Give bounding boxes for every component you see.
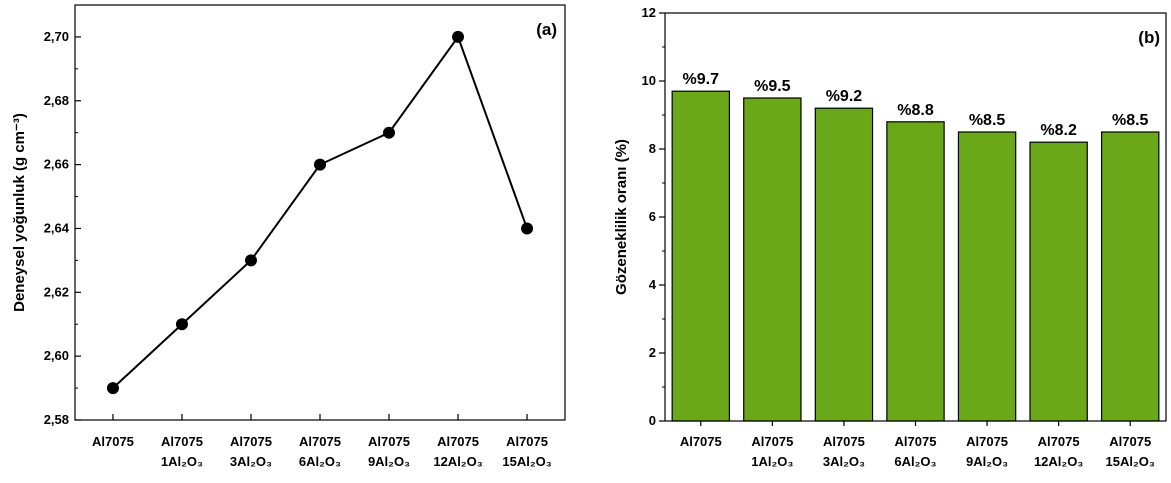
chart-b-x-tick-label-line1: Al7075 (751, 434, 793, 449)
chart-b-bars (671, 90, 1160, 422)
chart-b-y-tick-label: 8 (649, 141, 656, 156)
density-point (106, 382, 119, 395)
porosity-data-label: %9.5 (754, 78, 791, 95)
chart-b-data-labels: %9.7 %9.5 %9.2 %8.8 %8.5 %8.2 %8.5 (683, 71, 1149, 139)
porosity-data-label: %9.7 (683, 71, 720, 88)
porosity-bar (1100, 131, 1160, 422)
porosity-data-label: %8.8 (897, 102, 934, 119)
chart-b-x-tick-label-line1: Al7075 (680, 434, 722, 449)
porosity-data-label: %8.5 (969, 112, 1006, 129)
chart-a-x-tick-label-line2: 1Al₂O₃ (161, 454, 203, 469)
porosity-bar (1029, 141, 1088, 422)
chart-a-x-tick-label-line1: Al7075 (437, 434, 479, 449)
porosity-bar-chart: %9.7 %9.5 %9.2 %8.8 %8.5 %8.2 %8.5 0 2 4 6 8 10 12 A… (613, 5, 1167, 469)
chart-b-y-tick-label: 4 (649, 277, 657, 292)
density-point (521, 222, 534, 235)
density-point (175, 318, 188, 331)
chart-b-y-tick-label: 6 (649, 209, 656, 224)
porosity-bar (743, 97, 802, 422)
chart-a-x-tick-label-line2: 9Al₂O₃ (368, 454, 410, 469)
density-point (314, 158, 326, 171)
chart-b-x-tick-label-line1: Al7075 (1038, 434, 1080, 449)
chart-a-x-tick-label-line2: 12Al₂O₃ (433, 454, 482, 469)
density-point (452, 30, 465, 43)
chart-b-x-tick-label-line2: 12Al₂O₃ (1034, 454, 1083, 469)
chart-a-x-ticks: Al7075 Al7075 1Al₂O₃ Al7075 3Al₂O₃ Al7075 6Al₂… (92, 414, 552, 469)
chart-b-x-ticks: Al7075 Al7075 1Al₂O₃ Al7075 3Al₂O₃ Al7075 6Al₂… (680, 421, 1155, 469)
chart-b-x-tick-label-line2: 3Al₂O₃ (823, 454, 865, 469)
chart-b-x-tick-label-line2: 6Al₂O₃ (894, 454, 936, 469)
chart-a-x-tick-label-line1: Al7075 (368, 434, 410, 449)
chart-b-y-tick-label: 0 (649, 413, 656, 428)
chart-b-x-tick-label-line1: Al7075 (966, 434, 1008, 449)
panel-label-b: (b) (1138, 28, 1160, 47)
porosity-bar (814, 107, 874, 422)
chart-b-y-tick-label: 10 (642, 73, 656, 88)
chart-b-y-tick-label: 12 (642, 5, 656, 20)
panel-label-a: (a) (536, 20, 557, 39)
chart-a-y-axis-label: Deneysel yoğunluk (g cm⁻³) (11, 113, 28, 312)
density-line-chart: 2,582,602,622,642,662,682,70 Al7075 Al707… (11, 4, 566, 469)
porosity-bar (671, 90, 731, 422)
density-series-line (112, 34, 528, 389)
chart-a-x-tick-label-line2: 6Al₂O₃ (299, 454, 341, 469)
porosity-data-label: %9.2 (826, 88, 863, 105)
chart-a-x-tick-label-line2: 15Al₂O₃ (502, 454, 551, 469)
chart-b-x-tick-label-line2: 15Al₂O₃ (1106, 454, 1155, 469)
chart-a-x-tick-label-line1: Al7075 (161, 434, 203, 449)
chart-b-x-tick-label-line1: Al7075 (823, 434, 865, 449)
chart-a-y-tick-label: 2,70 (44, 29, 69, 44)
chart-a-y-tick-label: 2,58 (44, 412, 69, 427)
chart-b-y-axis-label: Gözeneklilik oranı (%) (613, 139, 630, 295)
chart-a-plot-frame (74, 4, 566, 421)
chart-b-x-tick-label-line2: 9Al₂O₃ (966, 454, 1008, 469)
chart-a-y-tick-label: 2,60 (44, 348, 69, 363)
chart-a-y-tick-label: 2,62 (44, 284, 69, 299)
porosity-bar (886, 121, 945, 422)
density-point (244, 254, 257, 267)
chart-a-y-tick-label: 2,68 (44, 93, 69, 108)
chart-b-x-tick-label-line1: Al7075 (895, 434, 937, 449)
chart-b-x-tick-label-line2: 1Al₂O₃ (751, 454, 793, 469)
chart-a-y-ticks: 2,58 2,60 2,62 2,64 2,66 2,68 2,70 (44, 29, 81, 427)
chart-b-y-ticks: 0 2 4 6 8 10 12 (642, 5, 665, 428)
chart-a-y-tick-label: 2,64 (44, 220, 70, 235)
chart-a-y-tick-label: 2,66 (44, 157, 69, 172)
porosity-bar (957, 131, 1017, 422)
chart-a-x-tick-label-line1: Al7075 (92, 434, 134, 449)
chart-a-x-tick-label-line1: Al7075 (506, 434, 548, 449)
porosity-data-label: %8.2 (1040, 122, 1077, 139)
chart-a-x-tick-label-line1: Al7075 (230, 434, 272, 449)
chart-b-x-tick-label-line1: Al7075 (1109, 434, 1151, 449)
chart-a-x-tick-label-line1: Al7075 (299, 434, 341, 449)
chart-a-points (106, 30, 534, 395)
chart-a-x-tick-label-line2: 3Al₂O₃ (230, 454, 272, 469)
density-point (383, 126, 396, 139)
porosity-data-label: %8.5 (1112, 112, 1149, 129)
chart-b-y-tick-label: 2 (649, 345, 656, 360)
